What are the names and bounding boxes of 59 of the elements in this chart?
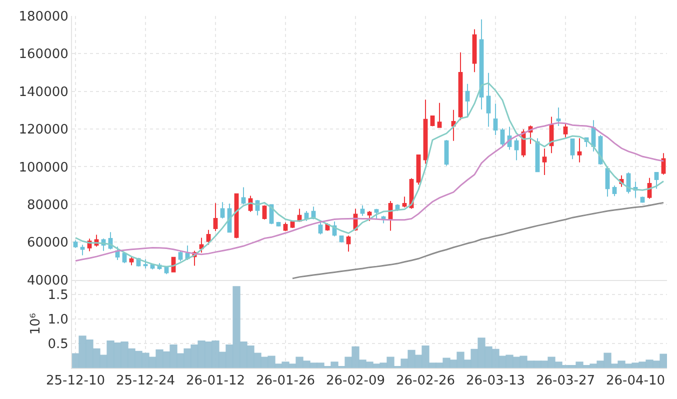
- candlestick: [220, 202, 225, 220]
- candlestick: [416, 154, 421, 186]
- candlestick: [563, 122, 568, 138]
- x-tick-label: 26-02-09: [326, 374, 386, 389]
- y-tick-label: 40000: [27, 273, 68, 288]
- candlestick: [360, 204, 365, 216]
- candlestick: [570, 138, 575, 160]
- y-tick-label: 80000: [27, 198, 68, 213]
- y-tick-label: 100000: [18, 160, 68, 176]
- candlestick: [479, 18, 484, 110]
- line-series: [292, 202, 664, 280]
- candlestick: [178, 250, 183, 262]
- candlestick: [493, 103, 498, 136]
- x-tick-label: 25-12-10: [46, 374, 106, 389]
- candlestick: [500, 128, 505, 148]
- candlestick: [444, 139, 449, 166]
- candlestick: [612, 185, 617, 197]
- candlestick: [129, 256, 134, 266]
- candlestick: [241, 186, 246, 205]
- candlestick: [318, 220, 323, 235]
- x-tick-label: 26-03-27: [536, 374, 596, 389]
- x-tick-label: 26-01-12: [186, 374, 246, 389]
- x-tick-label: 26-02-26: [396, 374, 456, 389]
- x-tick-label: 26-03-13: [466, 374, 526, 389]
- candlestick: [556, 107, 561, 127]
- candlestick: [374, 209, 379, 220]
- y-tick-label: 1.5: [48, 288, 68, 304]
- x-tick-label: 25-12-24: [116, 374, 176, 389]
- candlestick: [472, 28, 477, 73]
- candlestick: [367, 210, 372, 222]
- candlestick: [486, 72, 491, 128]
- y-tick-label: 160000: [18, 47, 68, 62]
- candlestick: [213, 202, 218, 232]
- y-tick-label: 120000: [18, 122, 68, 138]
- y-axis-title: 10⁶: [28, 312, 44, 335]
- x-tick-label: 26-01-26: [256, 374, 316, 389]
- candlestick: [423, 99, 428, 164]
- candlestick: [402, 196, 407, 208]
- candlestick: [542, 148, 547, 176]
- candlestick: [346, 235, 351, 252]
- candlestick: [80, 244, 85, 256]
- candlestick: [514, 138, 519, 161]
- x-tick-label: 26-04-10: [606, 374, 666, 389]
- candlestick: [577, 138, 582, 163]
- y-tick-label: 180000: [18, 10, 68, 25]
- candlestick: [199, 237, 204, 254]
- candlestick: [451, 109, 456, 142]
- candlestick: [143, 258, 148, 269]
- y-tick-label: 0.5: [48, 337, 68, 352]
- y-tick-label: 60000: [27, 236, 68, 251]
- y-tick-label: 1.0: [48, 312, 68, 328]
- candlestick: [465, 83, 470, 118]
- candlestick: [73, 240, 78, 248]
- candlestick: [654, 171, 659, 190]
- line-series: [74, 122, 664, 262]
- candlestick: [437, 102, 442, 128]
- line-series: [74, 82, 664, 268]
- candlestick: [458, 52, 463, 121]
- y-tick-label: 140000: [18, 84, 68, 100]
